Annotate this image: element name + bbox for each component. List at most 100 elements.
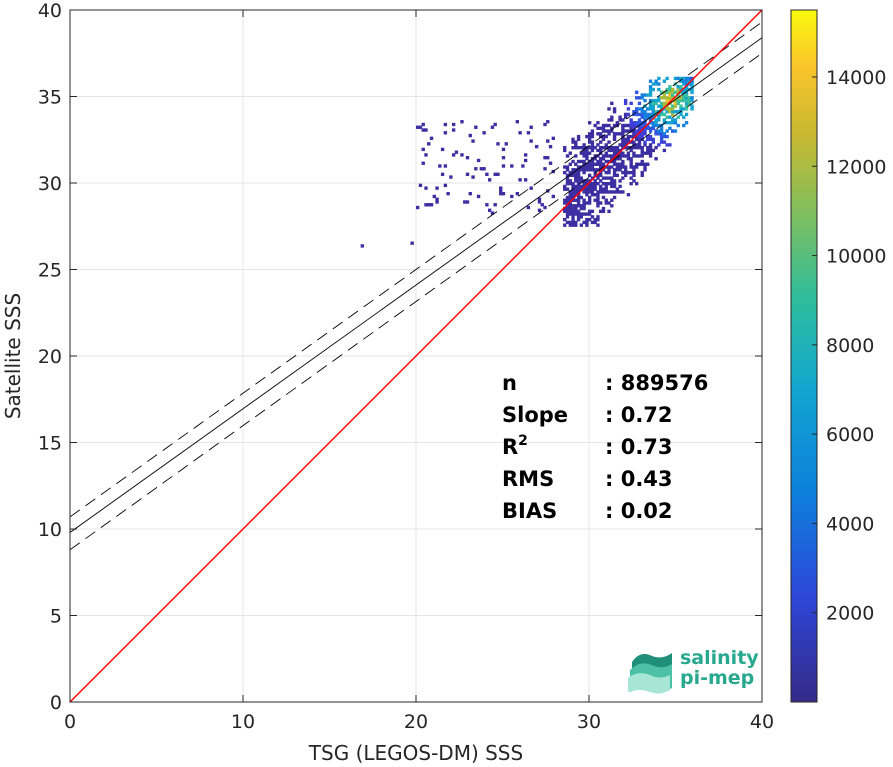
stat-label: RMS [502,467,554,491]
density-cell [585,193,589,197]
density-cell [599,168,603,172]
density-cell [626,134,631,139]
density-cell [637,129,642,133]
density-cell [585,201,589,205]
density-cell [571,184,575,189]
density-cell [640,145,644,150]
density-cell [643,165,647,169]
density-cell [684,90,689,94]
density-cell [629,157,633,161]
density-cell [596,154,600,158]
density-cell [476,194,481,199]
density-cell [585,184,589,189]
density-cell [615,190,620,194]
density-cell [615,151,620,155]
density-cell [593,181,597,186]
density-cell [482,131,486,135]
density-cell [621,170,625,175]
density-cell [574,168,578,172]
density-cell [629,170,633,175]
density-cell [643,118,647,122]
density-cell [657,104,661,108]
density-cell [629,181,633,186]
density-cell [690,76,694,81]
density-cell [474,167,478,171]
density-cell [582,206,586,211]
density-cell [679,96,683,100]
density-cell [626,151,631,155]
density-cell [659,126,664,130]
density-cell [668,143,672,147]
density-cell [676,101,680,106]
density-cell [574,220,578,225]
density-cell [593,168,597,172]
density-cell [612,109,617,114]
density-cell [576,165,581,169]
density-cell [576,134,581,139]
density-cell [662,134,667,139]
density-cell [565,168,570,172]
density-cell [659,134,664,139]
density-cell [571,140,575,144]
density-cell [526,205,531,210]
density-cell [563,165,567,169]
density-cell [574,206,578,211]
density-cell [574,162,578,166]
density-cell [635,112,639,117]
density-cell [654,145,658,150]
density-cell [632,173,636,178]
density-cell [563,201,567,205]
density-cell [515,191,520,196]
density-cell [646,145,650,150]
density-cell [610,204,614,208]
density-cell [576,198,581,202]
density-cell [671,90,675,94]
density-cell [654,123,658,128]
density-cell [596,121,600,125]
density-cell [640,132,644,136]
density-cell [590,145,595,150]
density-cell [668,87,672,92]
density-cell [665,76,669,81]
density-cell [465,200,470,204]
density-cell [585,179,589,183]
density-cell [568,170,572,175]
density-cell [587,187,592,191]
density-cell [643,162,647,166]
density-cell [593,179,597,183]
y-tick-label: 10 [38,519,62,541]
density-cell [546,139,550,143]
density-cell [621,190,625,194]
density-cell [607,168,611,172]
density-cell [676,87,680,92]
density-cell [643,121,647,125]
density-cell [684,121,689,125]
density-cell [537,200,542,204]
density-cell [615,173,620,178]
density-cell [601,123,606,128]
density-cell [657,143,661,147]
density-cell [643,109,647,114]
density-cell [590,162,595,166]
density-cell [640,129,644,133]
density-cell [601,168,606,172]
stat-label: n [502,371,517,395]
density-cell [651,82,655,86]
density-cell [659,101,664,106]
density-cell [621,162,625,166]
density-cell [604,143,608,147]
density-cell [679,98,683,103]
density-cell [435,186,439,190]
density-cell [643,151,647,155]
density-cell [568,181,572,186]
density-cell [684,101,689,106]
density-cell [618,118,622,122]
density-cell [623,173,628,178]
density-cell [604,176,608,180]
density-cell [593,184,597,189]
colorbar-tick-label: 6000 [826,424,874,446]
density-cell [590,148,595,153]
density-cell [646,137,650,142]
x-tick-label: 30 [577,711,601,733]
density-cell [671,104,675,108]
